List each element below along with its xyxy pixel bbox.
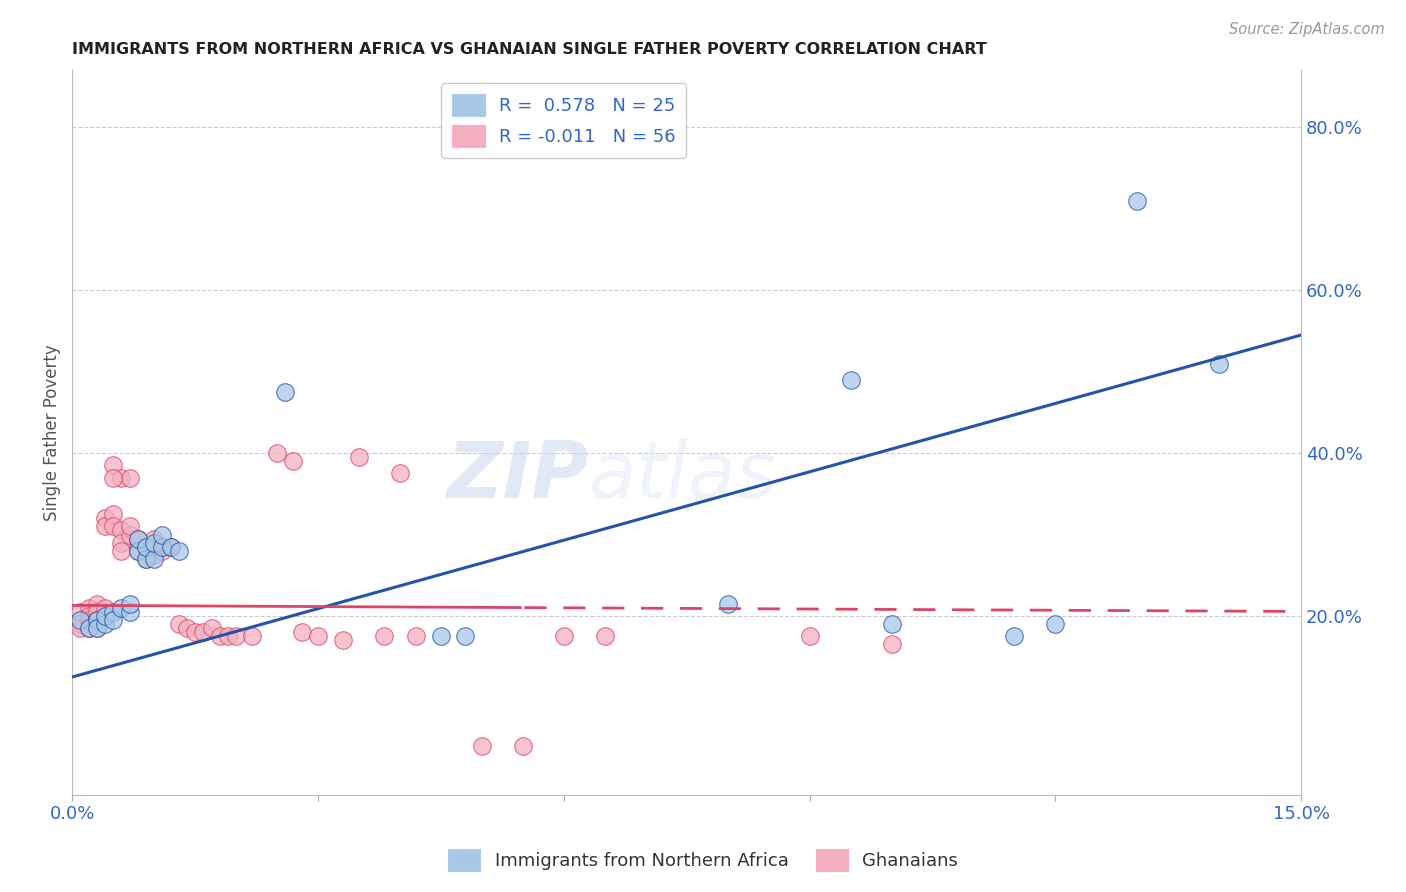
Point <box>839 373 862 387</box>
Point <box>69 617 91 632</box>
Point <box>127 543 149 558</box>
Point <box>283 454 305 468</box>
Point <box>86 605 108 619</box>
Point <box>77 600 100 615</box>
Point <box>103 458 125 473</box>
Point <box>110 600 132 615</box>
Point <box>118 605 141 619</box>
Point <box>471 739 494 754</box>
Point <box>94 600 117 615</box>
Point <box>347 450 370 465</box>
Point <box>880 617 903 632</box>
Legend: Immigrants from Northern Africa, Ghanaians: Immigrants from Northern Africa, Ghanaia… <box>440 842 966 879</box>
Point <box>135 552 157 566</box>
Text: IMMIGRANTS FROM NORTHERN AFRICA VS GHANAIAN SINGLE FATHER POVERTY CORRELATION CH: IMMIGRANTS FROM NORTHERN AFRICA VS GHANA… <box>72 42 987 57</box>
Point <box>127 532 149 546</box>
Point <box>94 519 117 533</box>
Point <box>86 621 108 635</box>
Point <box>454 629 477 643</box>
Text: Source: ZipAtlas.com: Source: ZipAtlas.com <box>1229 22 1385 37</box>
Point <box>103 605 125 619</box>
Point <box>1045 617 1067 632</box>
Point <box>150 540 173 554</box>
Point <box>77 609 100 624</box>
Point <box>150 543 173 558</box>
Point <box>86 613 108 627</box>
Point <box>388 467 411 481</box>
Point <box>553 629 575 643</box>
Point <box>225 629 247 643</box>
Point <box>266 446 288 460</box>
Point <box>143 548 166 562</box>
Point <box>135 540 157 554</box>
Point <box>405 629 427 643</box>
Point <box>150 540 173 554</box>
Point <box>77 621 100 635</box>
Point <box>118 597 141 611</box>
Point <box>86 597 108 611</box>
Point <box>118 527 141 541</box>
Point <box>77 621 100 635</box>
Point <box>69 605 91 619</box>
Point <box>593 629 616 643</box>
Point <box>69 621 91 635</box>
Point <box>242 629 264 643</box>
Point <box>307 629 329 643</box>
Point <box>86 613 108 627</box>
Point <box>184 625 207 640</box>
Y-axis label: Single Father Poverty: Single Father Poverty <box>44 344 60 521</box>
Point <box>143 535 166 549</box>
Point <box>159 540 181 554</box>
Point <box>110 470 132 484</box>
Point <box>94 511 117 525</box>
Point <box>135 552 157 566</box>
Point <box>118 470 141 484</box>
Point <box>193 625 215 640</box>
Point <box>167 617 190 632</box>
Point <box>69 613 91 627</box>
Point <box>77 613 100 627</box>
Point <box>86 621 108 635</box>
Point <box>127 543 149 558</box>
Point <box>512 739 534 754</box>
Text: ZIP: ZIP <box>446 438 588 514</box>
Point <box>717 597 740 611</box>
Point <box>373 629 395 643</box>
Point <box>208 629 231 643</box>
Point <box>118 519 141 533</box>
Point <box>200 621 222 635</box>
Point <box>159 540 181 554</box>
Point <box>880 637 903 651</box>
Text: atlas: atlas <box>588 438 776 514</box>
Point <box>799 629 821 643</box>
Point <box>103 613 125 627</box>
Point <box>135 540 157 554</box>
Point <box>176 621 198 635</box>
Point <box>430 629 453 643</box>
Point <box>103 507 125 521</box>
Point <box>143 552 166 566</box>
Point <box>143 532 166 546</box>
Point <box>1208 357 1230 371</box>
Point <box>110 524 132 538</box>
Point <box>274 385 297 400</box>
Point <box>1126 194 1149 208</box>
Point <box>1002 629 1025 643</box>
Point <box>94 609 117 624</box>
Point <box>332 633 354 648</box>
Point <box>291 625 314 640</box>
Point <box>103 519 125 533</box>
Point <box>217 629 239 643</box>
Point <box>127 532 149 546</box>
Point <box>94 617 117 632</box>
Point <box>150 527 173 541</box>
Point <box>103 470 125 484</box>
Point <box>167 543 190 558</box>
Point <box>110 543 132 558</box>
Point <box>110 535 132 549</box>
Legend: R =  0.578   N = 25, R = -0.011   N = 56: R = 0.578 N = 25, R = -0.011 N = 56 <box>441 83 686 158</box>
